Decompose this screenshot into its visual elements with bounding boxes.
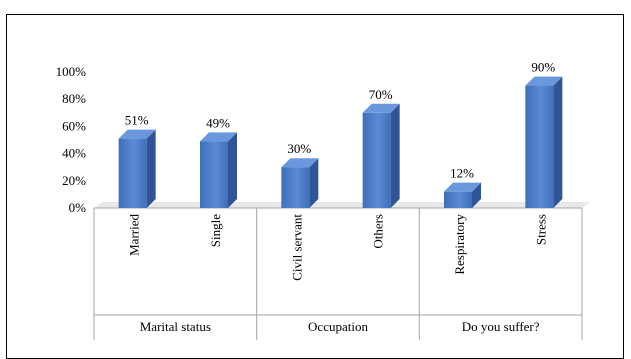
bar-side: [472, 182, 481, 208]
category-label: Respiratory: [452, 214, 467, 275]
group-label: Occupation: [308, 319, 368, 334]
bar-chart: 0% 20% 40% 60% 80% 100% 51% Married 49% Single 30%…: [56, 60, 590, 340]
y-tick-label: 0%: [69, 200, 87, 215]
bar-front: [444, 191, 472, 208]
y-tick-label: 100%: [56, 64, 87, 79]
bar-top: [444, 182, 481, 192]
group-label: Marital status: [140, 319, 211, 334]
category-label: Stress: [533, 214, 548, 245]
y-tick-label: 20%: [62, 173, 86, 188]
label-layer: 0% 20% 40% 60% 80% 100% 51% Married 49% Single 30%…: [56, 60, 556, 334]
data-label: 70%: [369, 87, 393, 102]
bar-front: [525, 85, 554, 208]
bar-top: [118, 129, 156, 139]
bar-layer: [118, 76, 563, 208]
data-label: 12%: [450, 166, 474, 181]
data-label: 51%: [125, 113, 149, 128]
bar-front: [362, 112, 391, 208]
chart-floor: [94, 202, 590, 208]
y-tick-label: 40%: [62, 146, 86, 161]
bar-single: [200, 132, 237, 208]
bar-front: [118, 138, 147, 208]
bar-side: [228, 132, 237, 208]
y-tick-label: 60%: [62, 118, 86, 133]
bar-side: [146, 129, 156, 208]
data-label: 30%: [287, 141, 311, 156]
bar-married: [118, 129, 156, 208]
bar-side: [553, 76, 563, 208]
data-label: 49%: [206, 115, 230, 130]
bar-front: [200, 141, 228, 208]
bar-top: [362, 103, 400, 113]
category-label: Others: [371, 214, 386, 249]
bar-stress: [525, 76, 563, 208]
category-label: Civil servant: [289, 214, 304, 281]
category-label: Single: [208, 214, 223, 247]
data-label: 90%: [531, 60, 555, 75]
bar-side: [309, 158, 319, 208]
bar-side: [390, 103, 400, 208]
category-label: Married: [127, 214, 142, 256]
y-tick-label: 80%: [62, 91, 86, 106]
bar-top: [525, 76, 563, 86]
bar-top: [200, 132, 237, 142]
bar-others: [362, 103, 400, 208]
bar-front: [281, 167, 310, 208]
bar-civil-servant: [281, 158, 319, 208]
bar-respiratory: [444, 182, 481, 208]
bar-top: [281, 158, 319, 168]
group-label: Do you suffer?: [462, 319, 540, 334]
